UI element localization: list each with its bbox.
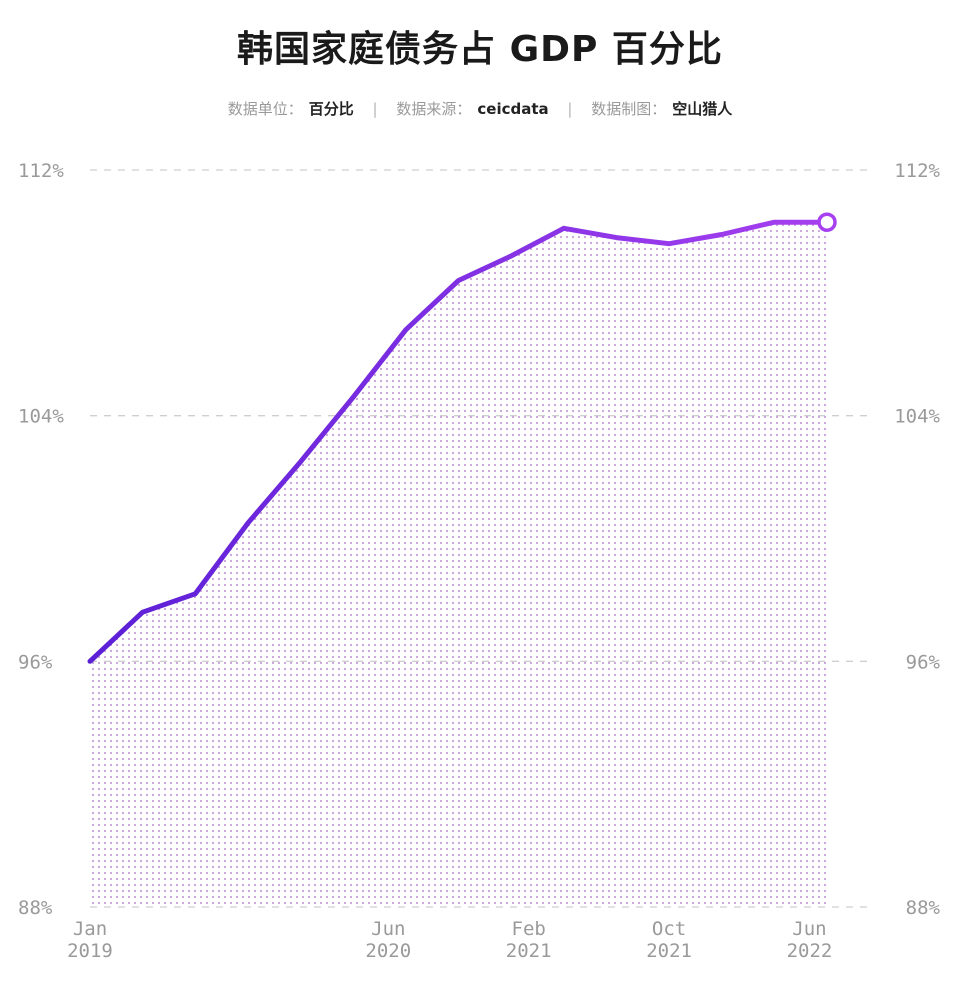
meta-separator: |: [372, 100, 378, 118]
source-value: ceicdata: [477, 100, 549, 118]
author-value: 空山猎人: [672, 100, 733, 118]
area-fill: [90, 222, 827, 907]
y-tick-label-left: 88%: [18, 897, 53, 919]
end-point-marker: [817, 212, 837, 232]
x-tick-label: Jan 2019: [67, 918, 113, 962]
chart-title: 韩国家庭债务占 GDP 百分比: [237, 29, 723, 70]
x-tick-month: Jan: [73, 918, 107, 940]
y-tick-label-left: 104%: [18, 406, 64, 428]
meta-separator: |: [567, 100, 573, 118]
x-tick-year: 2020: [365, 940, 411, 962]
source-label: 数据来源：: [396, 100, 472, 118]
x-tick-label: Jun 2020: [365, 918, 411, 962]
x-tick-label: Oct 2021: [646, 918, 692, 962]
y-tick-label-right: 112%: [894, 160, 940, 182]
unit-value: 百分比: [308, 100, 354, 118]
y-tick-label-right: 96%: [906, 651, 941, 673]
y-tick-label-left: 96%: [18, 651, 53, 673]
x-tick-year: 2019: [67, 940, 113, 962]
y-tick-label-left: 112%: [18, 160, 64, 182]
x-tick-label: Feb 2021: [506, 918, 552, 962]
x-tick-month: Jun: [792, 918, 826, 940]
x-tick-label: Jun 2022: [787, 918, 833, 962]
y-tick-label-right: 104%: [894, 406, 940, 428]
chart-meta: 数据单位： 百分比 | 数据来源： ceicdata | 数据制图： 空山猎人: [0, 98, 960, 119]
x-tick-year: 2021: [506, 940, 552, 962]
x-tick-month: Oct: [652, 918, 686, 940]
series-line: [87, 219, 830, 664]
y-axis-ticks: 112% 112% 104% 104% 96% 96% 88% 88%: [18, 160, 941, 919]
unit-label: 数据单位：: [227, 100, 303, 118]
x-tick-month: Feb: [512, 918, 546, 940]
author-label: 数据制图：: [591, 100, 667, 118]
y-tick-label-right: 88%: [906, 897, 941, 919]
x-tick-year: 2021: [646, 940, 692, 962]
x-tick-month: Jun: [371, 918, 405, 940]
x-tick-year: 2022: [787, 940, 833, 962]
